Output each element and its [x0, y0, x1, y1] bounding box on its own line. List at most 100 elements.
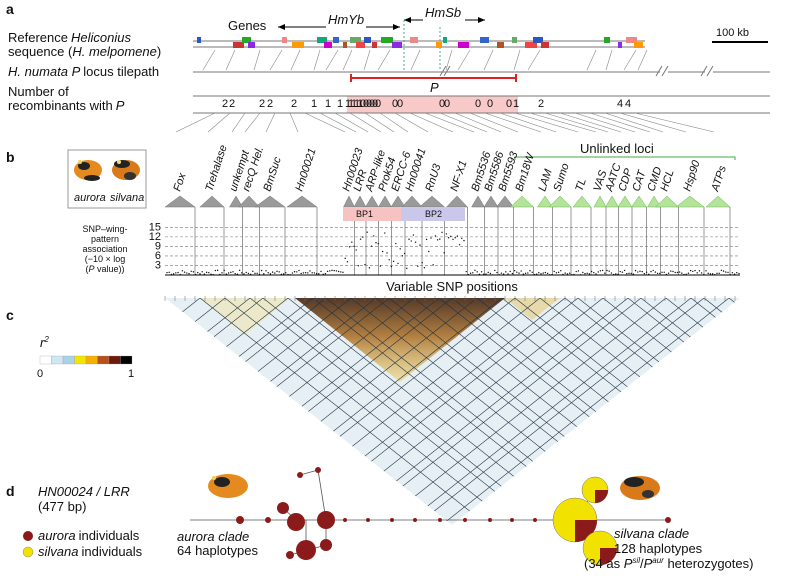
snp-texture — [208, 271, 210, 274]
snp-texture — [707, 272, 709, 275]
snp-texture — [428, 250, 430, 253]
gene-triangle — [390, 195, 406, 208]
snp-texture — [650, 270, 652, 273]
colorbar-step — [108, 355, 121, 365]
snp-texture — [454, 237, 456, 239]
snp-texture — [177, 271, 179, 274]
snp-texture — [331, 269, 333, 272]
hmsb-label: HmSb — [425, 5, 461, 20]
snp-texture — [452, 238, 454, 241]
recombinant-count: 1 — [337, 98, 343, 110]
connector — [514, 112, 579, 133]
snp-texture — [227, 272, 230, 274]
row-label: sequence (H. melpomene) — [8, 44, 161, 59]
recombinant-count: 1 — [325, 98, 331, 110]
connector — [244, 112, 261, 133]
ld-line — [165, 298, 352, 525]
snp-texture — [738, 272, 740, 275]
recombinant-count: 1 — [354, 98, 360, 110]
snp-texture — [485, 273, 487, 275]
colorbar-step — [51, 355, 64, 365]
gene-label: NF-X1 — [448, 159, 469, 193]
tilepath-connector — [325, 49, 339, 71]
snp-texture — [265, 270, 267, 272]
y-tick-label: 3 — [155, 259, 161, 271]
haplotype-node — [343, 518, 347, 522]
snp-texture — [304, 271, 307, 274]
panel-label: d — [6, 483, 15, 499]
gene-triangle — [418, 195, 446, 208]
ld-line — [165, 298, 201, 525]
haplotype-wedge — [600, 548, 617, 565]
gene — [618, 42, 622, 48]
snp-texture — [423, 267, 426, 269]
hmyb-label: HmYb — [328, 12, 364, 27]
clade-label: 64 haplotypes — [177, 543, 258, 558]
haplotype-node — [438, 518, 442, 522]
gene — [458, 42, 469, 48]
gene — [392, 42, 402, 48]
gene-triangle — [343, 195, 355, 208]
snp-texture — [628, 272, 630, 275]
snp-texture — [511, 272, 514, 275]
scale-label: 100 kb — [716, 27, 749, 39]
gene — [197, 37, 201, 43]
snp-texture — [540, 273, 542, 275]
snp-texture — [340, 271, 342, 273]
connector — [499, 112, 557, 133]
snp-texture — [260, 269, 263, 272]
bp-label: BP2 — [425, 209, 442, 219]
morph-label: silvana — [110, 192, 144, 204]
snp-texture — [469, 272, 472, 274]
snp-texture — [496, 271, 498, 274]
snp-texture — [441, 231, 443, 234]
recombinant-count: 1 — [513, 98, 519, 110]
snp-texture — [186, 272, 188, 274]
gene-triangle — [537, 195, 553, 208]
butterfly — [112, 160, 140, 180]
snp-texture — [324, 273, 327, 275]
snp-texture — [509, 270, 511, 273]
snp-texture — [634, 269, 637, 272]
snp-texture — [271, 271, 274, 273]
snp-texture — [674, 271, 676, 274]
snp-texture — [269, 273, 272, 275]
snp-texture — [421, 262, 423, 264]
gene-triangle — [401, 195, 423, 208]
snp-texture — [274, 272, 276, 274]
snp-texture — [326, 270, 329, 273]
snp-texture — [566, 273, 569, 275]
ld-line — [365, 298, 667, 525]
snp-texture — [230, 271, 232, 274]
snp-texture — [606, 269, 608, 272]
snp-texture — [399, 248, 401, 250]
recombinant-count: 0 — [439, 98, 445, 110]
snp-texture — [252, 270, 254, 273]
gene-label: Trehalase — [203, 143, 229, 192]
snp-texture — [351, 241, 353, 243]
gene-label: BmSuc — [261, 155, 284, 193]
snp-texture — [538, 271, 540, 274]
recombinant-count: 0 — [366, 98, 372, 110]
snp-texture — [505, 271, 507, 273]
snp-texture — [575, 270, 577, 273]
connectors — [175, 112, 715, 133]
tilepath-connector — [377, 49, 391, 71]
gene-triangle — [483, 195, 499, 208]
gene — [248, 42, 255, 48]
tilepath-connector — [527, 49, 541, 71]
connector — [349, 112, 382, 133]
panel-label: a — [6, 1, 14, 17]
snp-texture — [513, 269, 516, 272]
colorbar-label: 1 — [128, 368, 134, 380]
gene-triangle — [229, 195, 243, 208]
recombinant-count: 0 — [363, 98, 369, 110]
snp-texture — [188, 272, 190, 275]
gene — [282, 37, 287, 43]
row-label: Reference Heliconius — [8, 30, 131, 45]
snp-texture — [494, 269, 496, 272]
haplotype-node — [320, 539, 332, 551]
gene-triangle — [365, 195, 379, 208]
